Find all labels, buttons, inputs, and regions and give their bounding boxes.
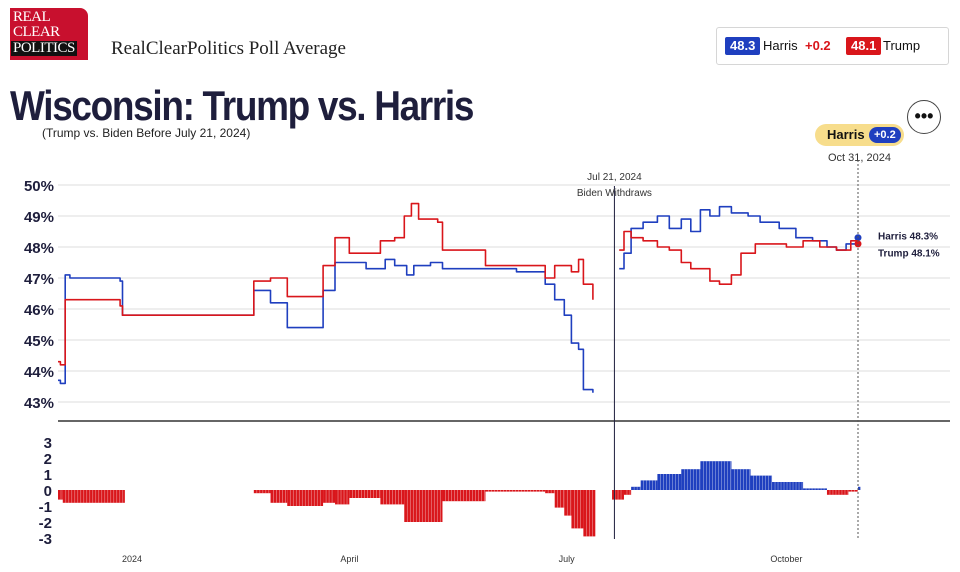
leader-date: Oct 31, 2024: [828, 152, 891, 164]
trump-average-name: Trump: [883, 38, 921, 53]
difference-bar: [681, 469, 701, 490]
brand-title: RealClearPolitics Poll Average: [111, 38, 346, 59]
difference-bar: [750, 475, 773, 490]
y-tick-label: 44%: [24, 364, 54, 381]
diff-y-tick-label: 3: [44, 435, 52, 452]
difference-bar: [404, 490, 443, 522]
ellipsis-icon: •••: [914, 106, 934, 126]
y-tick-label: 43%: [24, 395, 54, 412]
harris-average-chip: 48.3: [725, 37, 761, 55]
trump-end-dot: [854, 240, 862, 248]
page-title: Wisconsin: Trump vs. Harris: [10, 82, 474, 129]
x-axis-ticks: 2024 April July October: [122, 554, 802, 564]
diff-y-tick-label: -3: [39, 531, 52, 548]
withdrawal-text: Biden Withdraws: [577, 188, 652, 199]
difference-bar: [623, 490, 632, 495]
difference-bar: [554, 490, 565, 508]
difference-bar: [731, 469, 751, 490]
difference-bar: [253, 490, 271, 494]
leader-badge: Harris +0.2: [815, 124, 904, 146]
difference-bar: [700, 461, 732, 490]
diff-y-tick-label: -1: [39, 499, 52, 516]
harris-series-line: [58, 205, 859, 393]
more-options-button[interactable]: •••: [907, 100, 941, 134]
y-tick-label: 48%: [24, 240, 54, 257]
series-lines: [58, 202, 862, 393]
leader-name: Harris: [827, 127, 865, 142]
difference-bar: [335, 490, 350, 505]
difference-bar: [640, 480, 658, 490]
trump-average-chip: 48.1: [846, 37, 882, 55]
logo-line-politics: POLITICS: [11, 40, 77, 56]
rcp-logo[interactable]: REAL CLEAR POLITICS: [10, 8, 88, 60]
y-tick-label: 45%: [24, 333, 54, 350]
withdrawal-date: Jul 21, 2024: [587, 172, 642, 183]
annotations: Harris 48.3% Trump 48.1% Jul 21, 2024 Biden…: [577, 160, 940, 539]
difference-bar: [442, 490, 486, 502]
leader-lead: +0.2: [869, 127, 901, 143]
harris-average-name: Harris: [763, 38, 798, 53]
difference-bar: [826, 490, 849, 495]
difference-bar: [564, 490, 572, 516]
x-tick-label: 2024: [122, 554, 142, 564]
difference-bar: [58, 490, 63, 500]
x-tick-label: October: [770, 554, 802, 564]
y-tick-label: 46%: [24, 302, 54, 319]
diff-y-tick-label: -2: [39, 515, 52, 532]
x-tick-label: April: [340, 554, 358, 564]
difference-bar: [631, 486, 641, 490]
difference-bar: [349, 490, 381, 498]
difference-bar: [848, 490, 858, 492]
difference-bar: [772, 482, 804, 490]
diff-y-tick-label: 2: [44, 451, 52, 468]
x-tick-label: July: [559, 554, 576, 564]
diff-y-tick-label: 0: [44, 483, 52, 500]
trump-end-label: Trump 48.1%: [878, 249, 940, 260]
trump-series-line: [58, 202, 859, 366]
difference-bar: [545, 490, 555, 494]
difference-bar: [858, 486, 861, 490]
grid-lines: [58, 184, 950, 422]
harris-average-lead: +0.2: [805, 38, 831, 53]
logo-line-real: REAL: [13, 9, 51, 25]
logo-line-clear: CLEAR: [13, 24, 60, 40]
harris-end-label: Harris 48.3%: [878, 232, 938, 243]
y-tick-label: 50%: [24, 178, 54, 195]
y-tick-label: 47%: [24, 271, 54, 288]
page-subtitle: (Trump vs. Biden Before July 21, 2024): [42, 126, 251, 140]
difference-bar: [270, 490, 288, 503]
poll-average-box: 48.3 Harris +0.2 48.1 Trump: [716, 27, 949, 65]
difference-bars: [58, 461, 861, 537]
difference-bar: [62, 490, 125, 503]
diff-y-tick-label: 1: [44, 467, 52, 484]
y-tick-label: 49%: [24, 209, 54, 226]
